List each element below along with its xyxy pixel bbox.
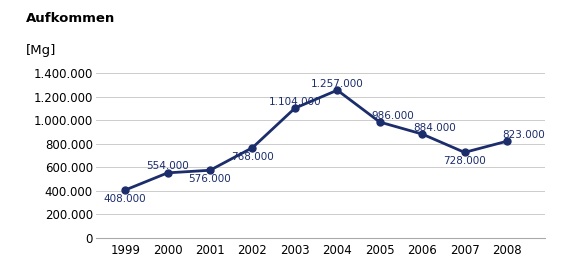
Text: 728.000: 728.000: [443, 156, 486, 166]
Text: 823.000: 823.000: [502, 130, 545, 140]
Text: [Mg]: [Mg]: [26, 44, 56, 57]
Text: Aufkommen: Aufkommen: [26, 12, 115, 25]
Text: 554.000: 554.000: [146, 161, 189, 171]
Text: 1.104.000: 1.104.000: [269, 97, 321, 107]
Text: 768.000: 768.000: [231, 151, 274, 162]
Text: 408.000: 408.000: [104, 194, 147, 204]
Text: 986.000: 986.000: [371, 111, 414, 121]
Text: 884.000: 884.000: [414, 123, 456, 132]
Text: 576.000: 576.000: [189, 174, 232, 184]
Text: 1.257.000: 1.257.000: [311, 79, 364, 89]
